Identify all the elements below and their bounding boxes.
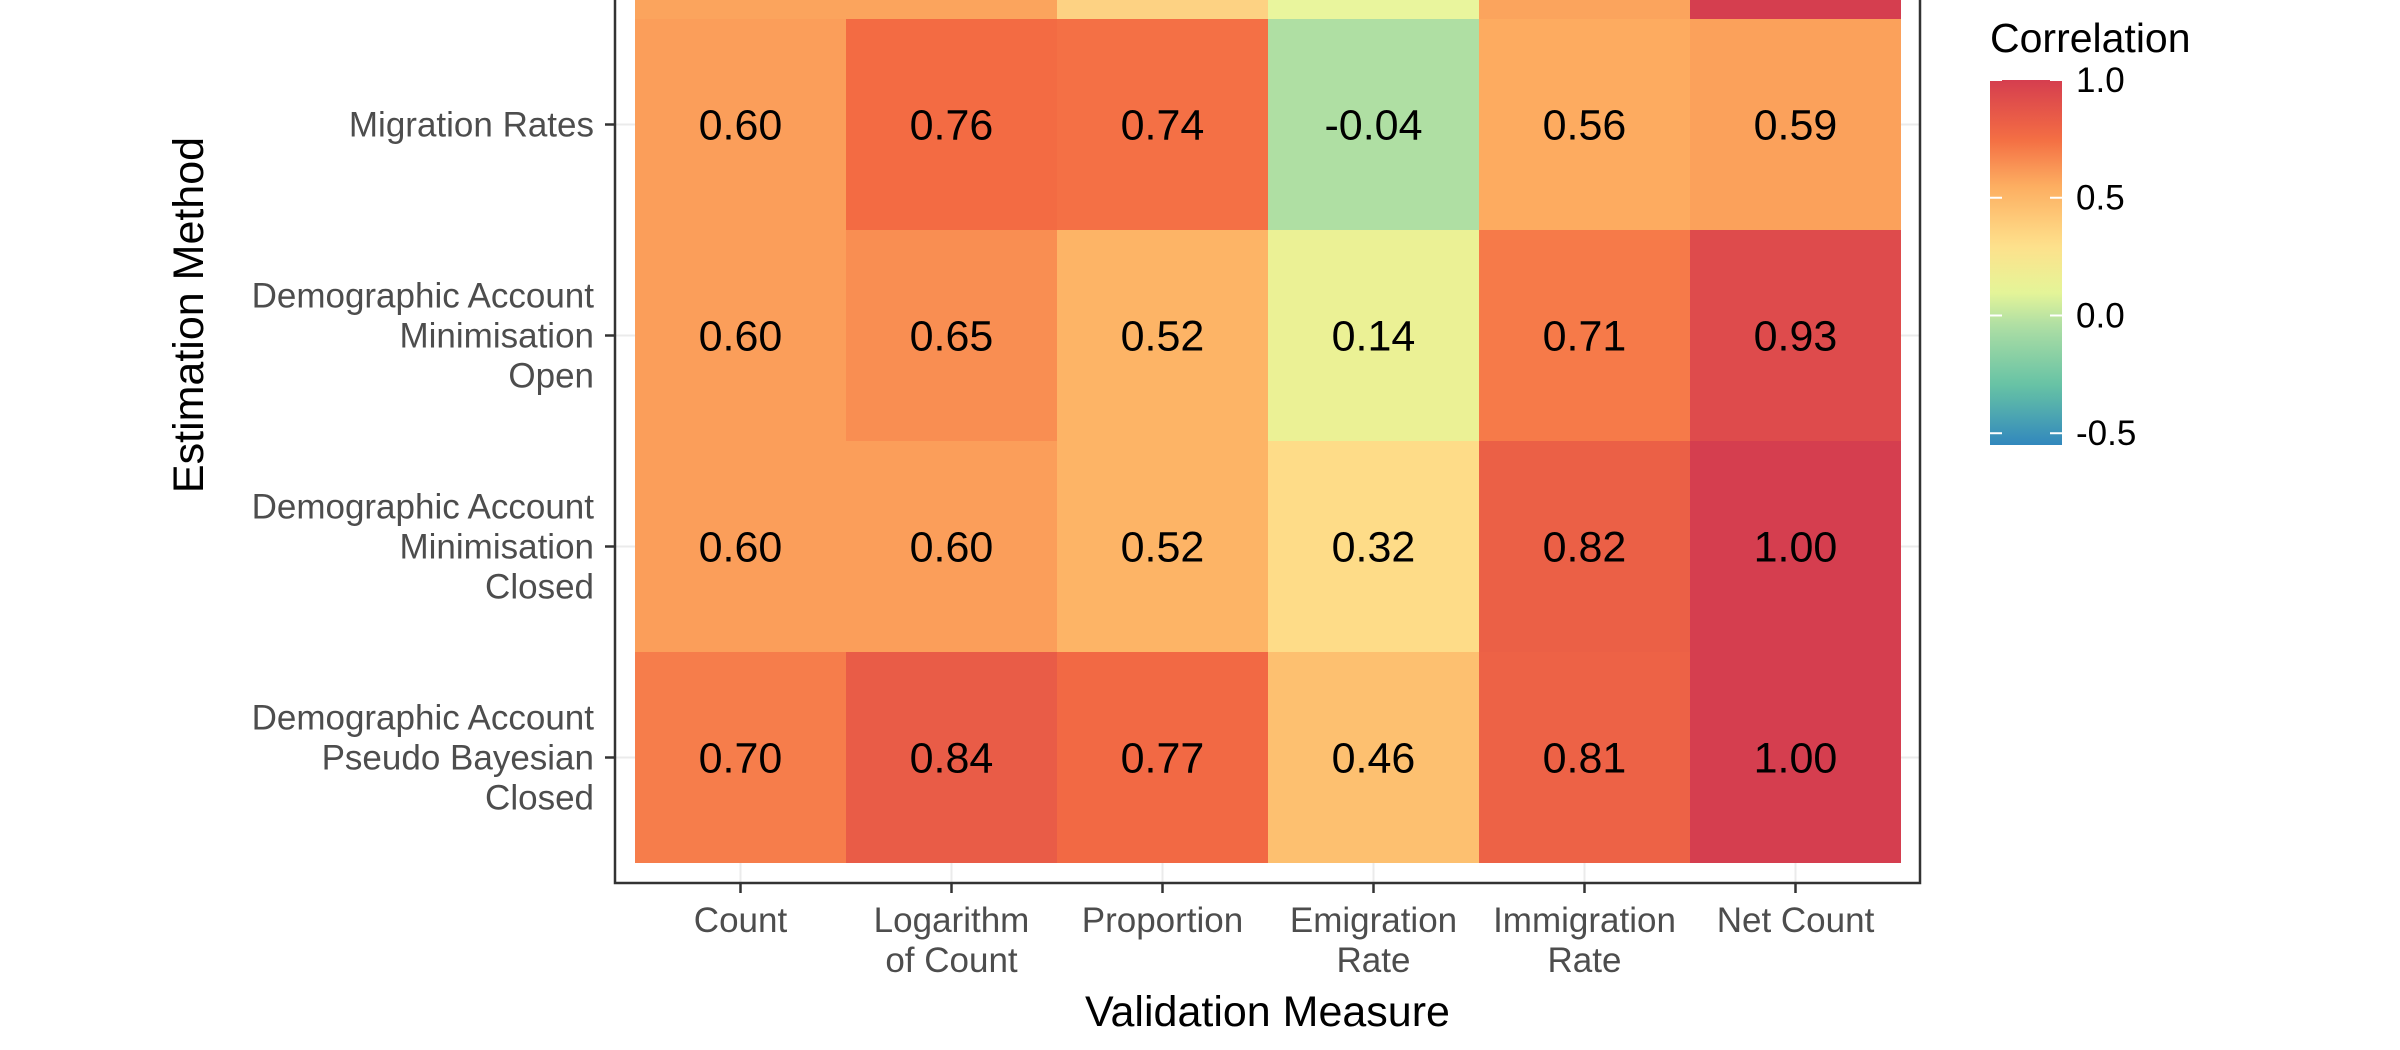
- heatmap-cell: [635, 441, 846, 652]
- y-tick-label-line: Minimisation: [400, 317, 595, 356]
- y-tick-label-line: Demographic Account: [252, 488, 595, 527]
- x-tick-label-line: Rate: [1548, 941, 1622, 980]
- y-tick-label: Demographic Account Pseudo Bayesian Closed: [252, 699, 595, 818]
- heatmap-cell: [1057, 230, 1268, 441]
- x-tick-label-line: Proportion: [1082, 901, 1243, 940]
- cell-value-label: 0.46: [1332, 735, 1416, 783]
- cell-value-label: 0.65: [910, 313, 994, 361]
- cell-value-label: 0.93: [1754, 313, 1838, 361]
- heatmap-cell-partial: [635, 0, 846, 19]
- heatmap-cell-partial: [1479, 0, 1690, 19]
- heatmap-cell: [846, 230, 1057, 441]
- heatmap-cell: [1268, 441, 1479, 652]
- cell-value-label: 1.00: [1754, 524, 1838, 572]
- cell-value-label: 0.52: [1121, 313, 1205, 361]
- y-tick-label-line: Pseudo Bayesian: [322, 739, 594, 778]
- heatmap-cell: [1057, 19, 1268, 230]
- heatmap-cell: [1268, 652, 1479, 863]
- heatmap-cell: [846, 19, 1057, 230]
- x-tick-label-line: Count: [694, 901, 788, 940]
- cell-value-label: 0.71: [1543, 313, 1627, 361]
- y-tick-label: Demographic Account Minimisation Closed: [252, 488, 595, 607]
- heatmap-cell: [635, 19, 846, 230]
- x-tick-label-line: Net Count: [1717, 901, 1875, 940]
- cell-value-label: -0.04: [1324, 102, 1422, 150]
- heatmap-cell: [1690, 19, 1901, 230]
- heatmap-cell: [635, 652, 846, 863]
- cell-value-label: 0.76: [910, 102, 994, 150]
- x-tick-label: Net Count: [1717, 901, 1875, 940]
- cell-value-label: 0.60: [699, 313, 783, 361]
- x-tick-label: Proportion: [1082, 901, 1243, 940]
- legend-tick-label: -0.5: [2076, 414, 2136, 453]
- heatmap-cells: 0.60 0.76 0.74 -0.04 0.56 0.59 0.60 0.65 0.52 0.1…: [635, 0, 1901, 863]
- x-tick-label-line: Logarithm: [874, 901, 1030, 940]
- cell-value-label: 0.14: [1332, 313, 1416, 361]
- heatmap-cell-partial: [846, 0, 1057, 19]
- heatmap-cell-partial: [1057, 0, 1268, 19]
- cell-value-label: 0.32: [1332, 524, 1416, 572]
- y-axis-title: Estimation Method: [165, 137, 213, 493]
- y-tick-label-line: Closed: [485, 779, 594, 818]
- heatmap-cell: [1479, 230, 1690, 441]
- x-tick-label-line: Emigration: [1290, 901, 1457, 940]
- heatmap-cell: [1479, 19, 1690, 230]
- x-tick-label-line: of Count: [885, 941, 1018, 980]
- cell-value-label: 0.56: [1543, 102, 1627, 150]
- panel-border: [613, 0, 1922, 885]
- legend: Correlation 1.0 0.5 0.0 -0.5: [1990, 15, 2191, 453]
- cell-value-label: 0.81: [1543, 735, 1627, 783]
- y-tick-label-line: Open: [508, 357, 594, 396]
- heatmap-cell: [1690, 230, 1901, 441]
- y-tick-label: Demographic Account Minimisation Open: [252, 277, 595, 396]
- heatmap-cell: [1479, 441, 1690, 652]
- cell-value-label: 0.70: [699, 735, 783, 783]
- y-tick-label-line: Minimisation: [400, 528, 595, 567]
- legend-colorbar: [1990, 80, 2062, 445]
- heatmap-cell: [1057, 652, 1268, 863]
- heatmap-cell-partial: [1690, 0, 1901, 19]
- x-tick-label: Count: [694, 901, 788, 940]
- cell-value-label: 0.60: [699, 524, 783, 572]
- cell-value-label: 0.84: [910, 735, 994, 783]
- x-tick-label-line: Rate: [1337, 941, 1411, 980]
- heatmap-cell: [1268, 230, 1479, 441]
- x-tick-label: Logarithm of Count: [874, 901, 1030, 980]
- cell-value-label: 0.52: [1121, 524, 1205, 572]
- heatmap-cell: [1479, 652, 1690, 863]
- cell-value-label: 0.60: [910, 524, 994, 572]
- heatmap-cell: [1690, 441, 1901, 652]
- heatmap-cell: [1057, 441, 1268, 652]
- legend-tick-label: 0.5: [2076, 179, 2125, 218]
- heatmap-cell: [846, 652, 1057, 863]
- legend-tick-label: 0.0: [2076, 296, 2125, 335]
- y-tick-label-line: Migration Rates: [349, 106, 594, 145]
- heatmap-cell: [846, 441, 1057, 652]
- heatmap-cell: [635, 230, 846, 441]
- cell-value-label: 0.60: [699, 102, 783, 150]
- heatmap-cell: [1690, 652, 1901, 863]
- cell-value-label: 0.82: [1543, 524, 1627, 572]
- heatmap-cell: [1268, 19, 1479, 230]
- cell-value-label: 0.59: [1754, 102, 1838, 150]
- x-axis: Count Logarithm of Count Proportion Emigrati…: [694, 883, 1875, 980]
- legend-tick-label: 1.0: [2076, 61, 2125, 100]
- y-tick-label-line: Demographic Account: [252, 699, 595, 738]
- x-axis-title: Validation Measure: [1085, 988, 1450, 1036]
- x-tick-label: Emigration Rate: [1290, 901, 1457, 980]
- cell-value-label: 0.74: [1121, 102, 1205, 150]
- y-tick-label-line: Closed: [485, 568, 594, 607]
- y-tick-label-line: Demographic Account: [252, 277, 595, 316]
- y-tick-label: Migration Rates: [349, 106, 594, 145]
- cell-value-label: 0.77: [1121, 735, 1205, 783]
- x-tick-label-line: Immigration: [1493, 901, 1676, 940]
- heatmap-cell-partial: [1268, 0, 1479, 19]
- legend-title: Correlation: [1990, 15, 2191, 61]
- x-tick-label: Immigration Rate: [1493, 901, 1676, 980]
- cell-value-label: 1.00: [1754, 735, 1838, 783]
